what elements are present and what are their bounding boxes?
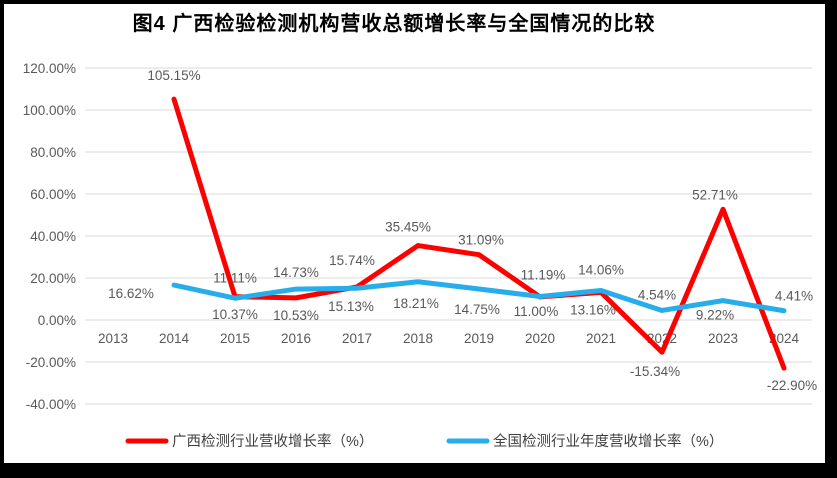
legend-label-guangxi: 广西检测行业营收增长率（%） <box>172 433 373 450</box>
y-tick-label: 0.00% <box>38 313 76 328</box>
y-tick-label: -20.00% <box>26 355 76 370</box>
series-line-guangxi <box>171 96 787 371</box>
data-label: -15.34% <box>630 364 680 379</box>
data-label: 4.54% <box>638 287 676 302</box>
data-label: 10.37% <box>212 307 258 322</box>
data-label: 15.13% <box>328 299 374 314</box>
chart-title: 图4 广西检验检测机构营收总额增长率与全国情况的比较 <box>133 11 656 35</box>
x-tick-label: 2017 <box>342 331 372 346</box>
gridlines <box>85 67 812 405</box>
data-label: 18.21% <box>393 296 439 311</box>
data-label: 11.19% <box>521 268 566 283</box>
series-lines <box>171 96 787 371</box>
data-label: 14.06% <box>578 262 624 277</box>
x-tick-label: 2018 <box>403 331 433 346</box>
y-tick-label: 120.00% <box>23 61 76 76</box>
y-tick-label: 60.00% <box>30 187 76 202</box>
data-labels: 105.15% 11.11% 10.53% 15.74% 35.45% 31.09% 11.… <box>108 68 817 393</box>
data-label: 105.15% <box>147 68 200 83</box>
data-label: 31.09% <box>458 233 504 248</box>
x-axis-tick-labels: 2013 2014 2015 2016 2017 2018 2019 2020 2021 2022… <box>98 331 800 346</box>
legend: 广西检测行业营收增长率（%） 全国检测行业年度营收增长率（%） <box>125 432 723 450</box>
data-label: 52.71% <box>692 187 738 202</box>
y-tick-label: 20.00% <box>30 271 76 286</box>
data-label: 4.41% <box>775 289 813 304</box>
legend-label-national: 全国检测行业年度营收增长率（%） <box>493 432 723 450</box>
x-tick-label: 2015 <box>220 331 250 346</box>
data-label: 35.45% <box>385 220 431 235</box>
y-tick-label: -40.00% <box>26 397 76 412</box>
data-label: 15.74% <box>329 253 375 268</box>
data-label: 11.00% <box>514 304 559 319</box>
data-label: 9.22% <box>696 308 734 323</box>
data-label: 10.53% <box>273 308 319 323</box>
data-label: 14.75% <box>454 302 500 317</box>
x-tick-label: 2019 <box>464 331 494 346</box>
x-tick-label: 2013 <box>98 331 128 346</box>
data-label: -22.90% <box>767 378 817 393</box>
x-tick-label: 2021 <box>586 331 616 346</box>
border-top <box>0 0 837 4</box>
border-left <box>0 0 4 478</box>
data-label: 16.62% <box>108 286 154 301</box>
y-axis-tick-labels: 120.00% 100.00% 80.00% 60.00% 40.00% 20.00% 0.… <box>23 61 76 412</box>
data-label: 13.16% <box>570 302 616 317</box>
series-line-national <box>171 279 787 314</box>
border-bottom <box>0 463 837 478</box>
y-tick-label: 80.00% <box>30 145 76 160</box>
y-tick-label: 40.00% <box>30 229 76 244</box>
border-right <box>825 0 837 478</box>
data-label: 14.73% <box>273 265 319 280</box>
data-label: 11.11% <box>213 271 257 286</box>
x-tick-label: 2020 <box>525 331 555 346</box>
x-tick-label: 2016 <box>281 331 311 346</box>
x-tick-label: 2014 <box>159 331 190 346</box>
x-tick-label: 2023 <box>708 331 738 346</box>
y-tick-label: 100.00% <box>23 103 76 118</box>
